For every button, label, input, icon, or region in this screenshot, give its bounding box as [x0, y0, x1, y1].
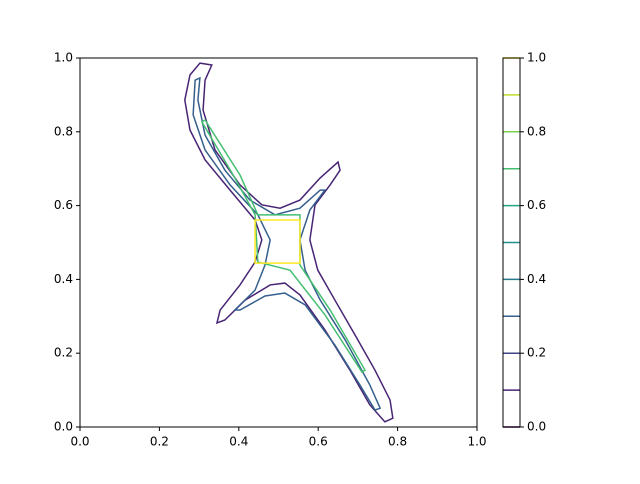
- colorbar-tick-label: 0.0: [527, 420, 546, 434]
- plot-frame: [79, 57, 478, 428]
- colorbar-tick-label: 0.8: [527, 124, 546, 138]
- x-tick-label: 0.2: [150, 435, 169, 449]
- colorbar-tick-label: 0.4: [527, 272, 546, 286]
- y-tick-label: 0.4: [54, 272, 73, 286]
- y-tick-label: 0.6: [54, 198, 73, 212]
- x-tick-label: 0.4: [229, 435, 248, 449]
- contour-line: [184, 62, 394, 423]
- y-tick-label: 1.0: [54, 51, 73, 65]
- colorbar-tick-label: 0.2: [527, 346, 546, 360]
- colorbar-frame: [502, 57, 521, 428]
- x-tick-label: 0.6: [309, 435, 328, 449]
- y-tick-label: 0.8: [54, 124, 73, 138]
- colorbar-tick-label: 1.0: [527, 51, 546, 65]
- y-tick-label: 0.0: [54, 420, 73, 434]
- contour-line: [192, 76, 382, 411]
- colorbar-tick-label: 0.6: [527, 198, 546, 212]
- contour-line: [254, 219, 301, 264]
- contour-line: [200, 118, 367, 374]
- x-tick-label: 0.0: [70, 435, 89, 449]
- y-tick-label: 0.2: [54, 346, 73, 360]
- x-tick-label: 1.0: [467, 435, 486, 449]
- x-tick-label: 0.8: [388, 435, 407, 449]
